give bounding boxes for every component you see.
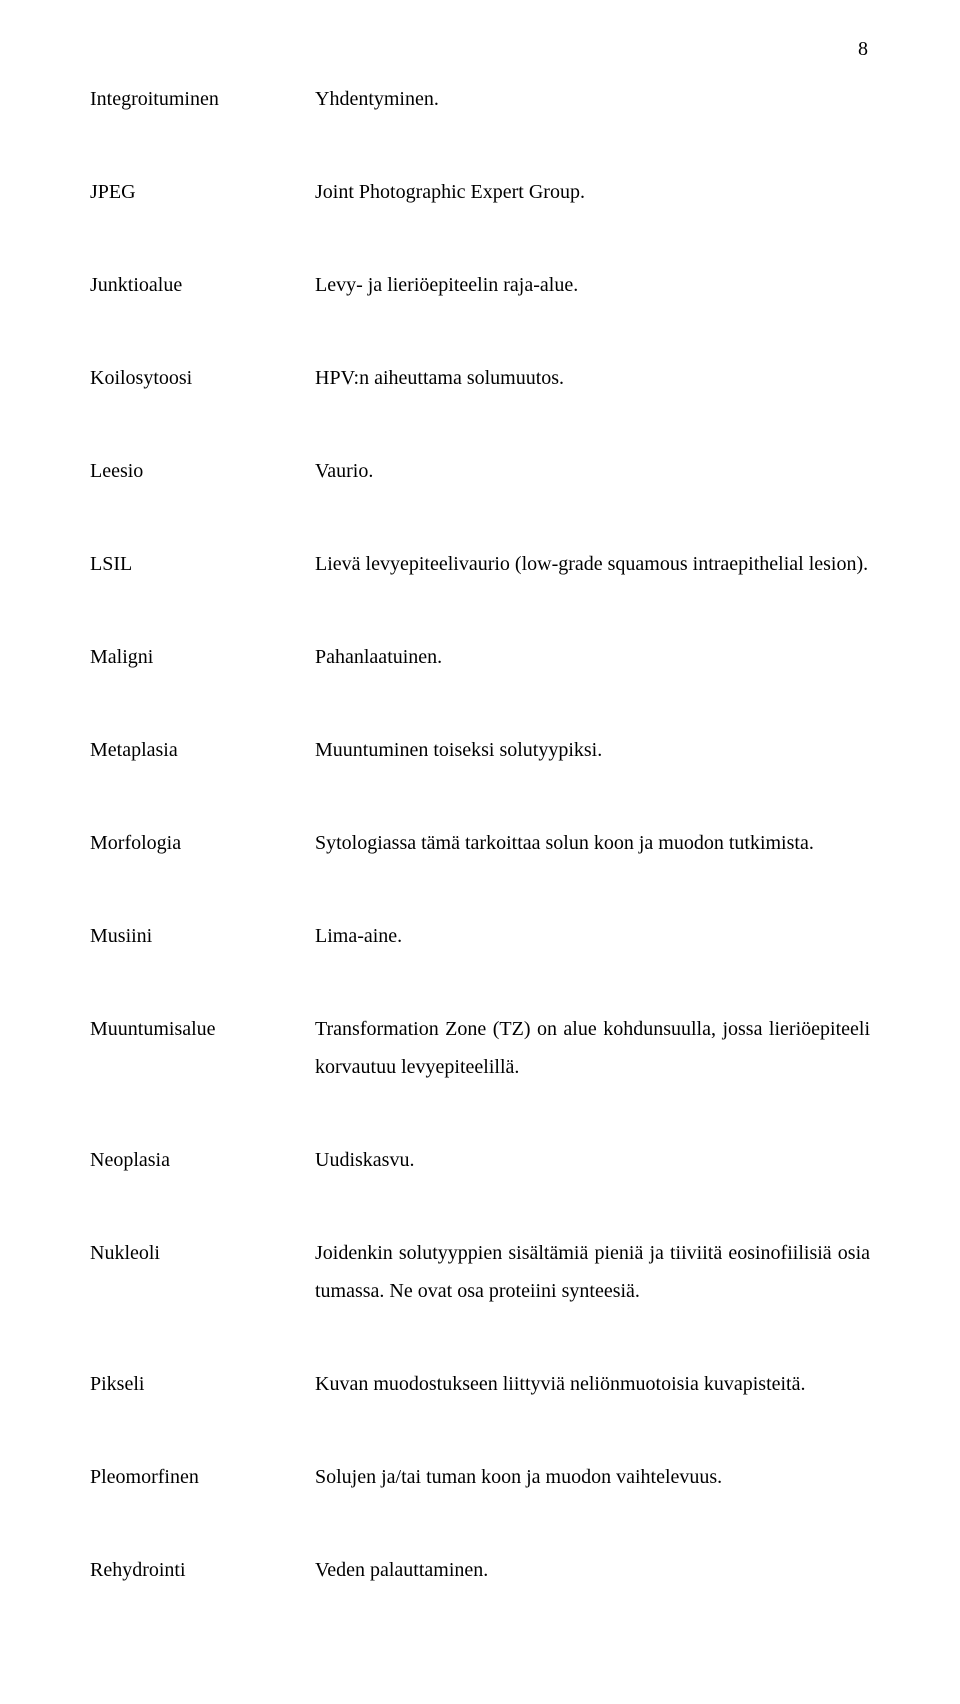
definition-row: JPEG Joint Photographic Expert Group. (90, 173, 870, 211)
definition-row: Metaplasia Muuntuminen toiseksi solutyyp… (90, 731, 870, 769)
term: Musiini (90, 917, 315, 955)
definition-row: Rehydrointi Veden palauttaminen. (90, 1551, 870, 1589)
definition-row: Leesio Vaurio. (90, 452, 870, 490)
definition-row: Koilosytoosi HPV:n aiheuttama solumuutos… (90, 359, 870, 397)
page-number: 8 (858, 38, 868, 61)
definition: Joint Photographic Expert Group. (315, 173, 870, 211)
definition-row: Integroituminen Yhdentyminen. (90, 80, 870, 118)
definition-row: Musiini Lima-aine. (90, 917, 870, 955)
term: Maligni (90, 638, 315, 676)
term: Metaplasia (90, 731, 315, 769)
definition-row: Morfologia Sytologiassa tämä tarkoittaa … (90, 824, 870, 862)
term: Leesio (90, 452, 315, 490)
definition-row: Pikseli Kuvan muodostukseen liittyviä ne… (90, 1365, 870, 1403)
definition: Pahanlaatuinen. (315, 638, 870, 676)
definition: Solujen ja/tai tuman koon ja muodon vaih… (315, 1458, 870, 1496)
definition: Lima-aine. (315, 917, 870, 955)
definition: HPV:n aiheuttama solumuutos. (315, 359, 870, 397)
definition: Veden palauttaminen. (315, 1551, 870, 1589)
definition: Lievä levyepiteelivaurio (low-grade squa… (315, 545, 870, 583)
definition: Kuvan muodostukseen liittyviä neliönmuot… (315, 1365, 870, 1403)
term: Integroituminen (90, 80, 315, 118)
definition: Levy- ja lieriöepiteelin raja-alue. (315, 266, 870, 304)
definition-row: LSIL Lievä levyepiteelivaurio (low-grade… (90, 545, 870, 583)
definition-row: Pleomorfinen Solujen ja/tai tuman koon j… (90, 1458, 870, 1496)
term: JPEG (90, 173, 315, 211)
definition: Transformation Zone (TZ) on alue kohduns… (315, 1010, 870, 1086)
term: Morfologia (90, 824, 315, 862)
definition: Uudiskasvu. (315, 1141, 870, 1179)
term: Pleomorfinen (90, 1458, 315, 1496)
term: LSIL (90, 545, 315, 583)
definition-row: Muuntumisalue Transformation Zone (TZ) o… (90, 1010, 870, 1086)
definition: Vaurio. (315, 452, 870, 490)
definition-row: Maligni Pahanlaatuinen. (90, 638, 870, 676)
definition-row: Nukleoli Joidenkin solutyyppien sisältäm… (90, 1234, 870, 1310)
term: Nukleoli (90, 1234, 315, 1272)
term: Koilosytoosi (90, 359, 315, 397)
definition: Muuntuminen toiseksi solutyypiksi. (315, 731, 870, 769)
term: Pikseli (90, 1365, 315, 1403)
term: Neoplasia (90, 1141, 315, 1179)
term: Junktioalue (90, 266, 315, 304)
definitions-list: Integroituminen Yhdentyminen. JPEG Joint… (90, 80, 870, 1589)
definition-row: Junktioalue Levy- ja lieriöepiteelin raj… (90, 266, 870, 304)
definition: Sytologiassa tämä tarkoittaa solun koon … (315, 824, 870, 862)
definition: Yhdentyminen. (315, 80, 870, 118)
document-page: 8 Integroituminen Yhdentyminen. JPEG Joi… (0, 0, 960, 1704)
term: Rehydrointi (90, 1551, 315, 1589)
definition-row: Neoplasia Uudiskasvu. (90, 1141, 870, 1179)
definition: Joidenkin solutyyppien sisältämiä pieniä… (315, 1234, 870, 1310)
term: Muuntumisalue (90, 1010, 315, 1048)
